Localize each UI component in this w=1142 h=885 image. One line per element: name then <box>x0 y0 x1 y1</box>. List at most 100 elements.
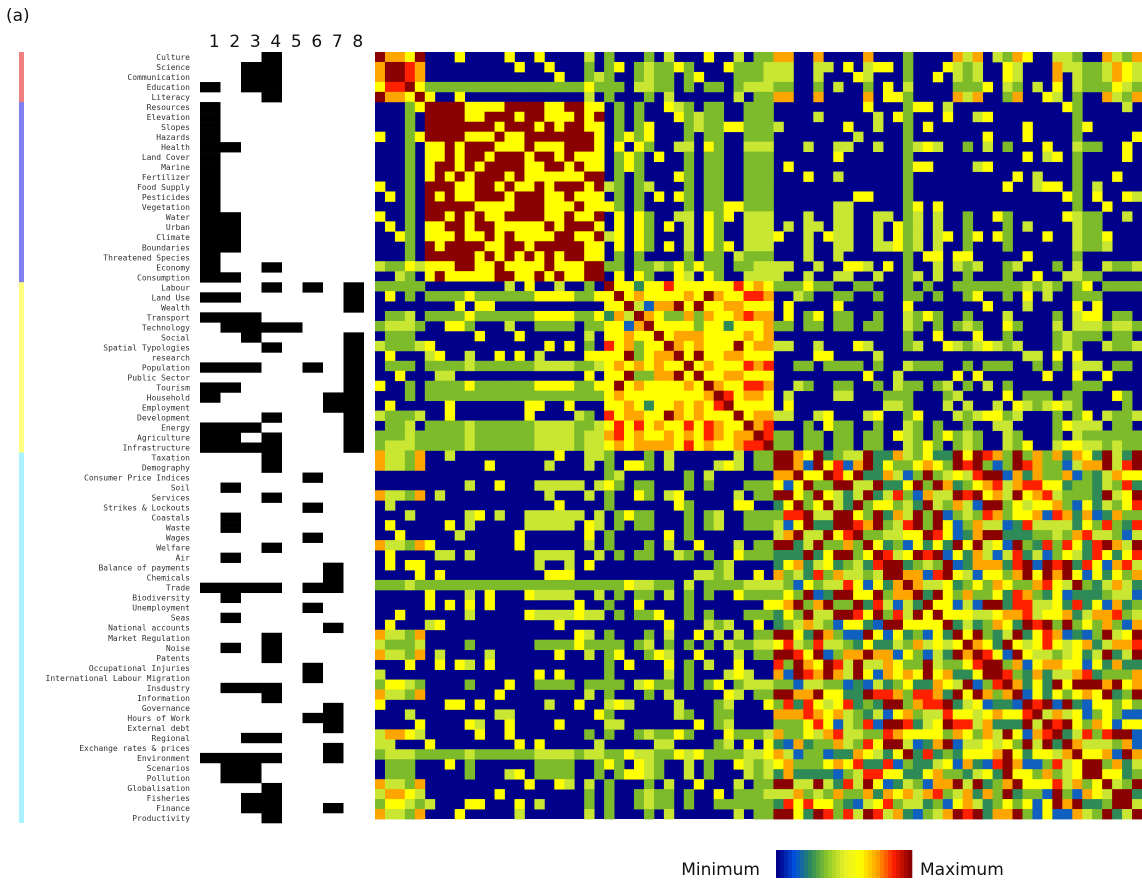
heatmap-cell <box>524 101 535 113</box>
heatmap-cell <box>763 749 774 760</box>
heatmap-cell <box>604 480 615 491</box>
heatmap-cell <box>863 709 874 720</box>
heatmap-cell <box>703 380 715 392</box>
heatmap-cell <box>1072 390 1083 402</box>
membership-cell <box>343 352 364 363</box>
heatmap-cell <box>972 490 984 501</box>
heatmap-cell <box>813 320 824 332</box>
heatmap-cell <box>384 330 396 342</box>
heatmap-cell <box>883 729 894 740</box>
heatmap-cell <box>424 91 436 103</box>
heatmap-cell <box>404 440 416 451</box>
heatmap-cell <box>992 540 1003 551</box>
heatmap-cell <box>534 579 545 591</box>
heatmap-cell <box>982 161 993 172</box>
heatmap-cell <box>853 799 864 810</box>
heatmap-cell <box>743 81 754 93</box>
heatmap-cell <box>474 261 485 272</box>
heatmap-cell <box>524 81 535 93</box>
heatmap-cell <box>444 121 456 133</box>
heatmap-cell <box>1012 430 1023 441</box>
heatmap-cell <box>843 809 854 820</box>
heatmap-cell <box>813 310 824 322</box>
heatmap-cell <box>833 310 844 322</box>
heatmap-cell <box>514 191 525 202</box>
heatmap-cell <box>683 111 695 123</box>
heatmap-cell <box>1072 211 1083 222</box>
heatmap-cell <box>633 131 645 143</box>
membership-cell <box>302 602 323 614</box>
heatmap-cell <box>464 141 476 153</box>
heatmap-cell <box>952 649 964 661</box>
heatmap-cell <box>1062 540 1073 551</box>
heatmap-cell <box>683 201 695 212</box>
heatmap-cell <box>474 81 485 93</box>
heatmap-cell <box>952 71 964 83</box>
row-label: Market Regulation <box>108 634 190 643</box>
heatmap-cell <box>733 81 744 93</box>
heatmap-cell <box>783 689 794 700</box>
heatmap-cell <box>524 520 535 531</box>
heatmap-cell <box>653 739 665 750</box>
heatmap-cell <box>564 191 575 202</box>
heatmap-cell <box>384 729 396 740</box>
heatmap-cell <box>902 310 914 322</box>
heatmap-cell <box>544 151 555 162</box>
heatmap-cell <box>1062 719 1073 730</box>
heatmap-cell <box>783 490 794 501</box>
heatmap-cell <box>942 699 954 710</box>
heatmap-cell <box>643 789 655 800</box>
heatmap-cell <box>1062 569 1073 581</box>
heatmap-cell <box>773 689 784 700</box>
heatmap-cell <box>414 799 426 810</box>
membership-cell <box>241 582 262 594</box>
heatmap-cell <box>922 729 934 740</box>
heatmap-cell <box>942 500 954 511</box>
heatmap-cell <box>743 191 754 202</box>
heatmap-cell <box>604 320 615 332</box>
heatmap-cell <box>972 799 984 810</box>
heatmap-cell <box>1122 699 1133 710</box>
row-label: Wealth <box>161 303 190 312</box>
heatmap-cell <box>902 410 914 421</box>
heatmap-cell <box>743 111 754 123</box>
heatmap-cell <box>863 599 874 611</box>
heatmap-cell <box>464 101 476 113</box>
heatmap-cell <box>873 679 884 690</box>
heatmap-cell <box>1112 470 1123 481</box>
heatmap-cell <box>1122 101 1133 113</box>
heatmap-cell <box>454 221 466 232</box>
heatmap-cell <box>454 579 466 591</box>
heatmap-cell <box>554 390 565 402</box>
heatmap-cell <box>1072 460 1083 471</box>
heatmap-cell <box>404 330 416 342</box>
heatmap-cell <box>663 340 675 352</box>
heatmap-cell <box>384 81 396 93</box>
heatmap-cell <box>534 380 545 392</box>
heatmap-cell <box>863 579 874 591</box>
heatmap-cell <box>683 281 695 292</box>
heatmap-cell <box>584 241 595 252</box>
heatmap-cell <box>564 390 575 402</box>
heatmap-cell <box>1072 61 1083 73</box>
heatmap-cell <box>464 201 476 212</box>
heatmap-cell <box>833 420 844 431</box>
heatmap-cell <box>833 490 844 501</box>
row-label: Land Cover <box>142 153 190 162</box>
heatmap-cell <box>743 330 754 342</box>
heatmap-cell <box>384 460 396 471</box>
heatmap-cell <box>783 430 794 441</box>
heatmap-cell <box>524 310 535 322</box>
heatmap-cell <box>723 440 734 451</box>
heatmap-cell <box>833 639 844 651</box>
heatmap-cell <box>892 629 904 641</box>
heatmap-cell <box>454 161 466 172</box>
heatmap-cell <box>703 609 715 621</box>
heatmap-cell <box>693 360 705 372</box>
heatmap-cell <box>1052 799 1063 810</box>
heatmap-cell <box>494 291 505 302</box>
heatmap-cell <box>604 629 615 641</box>
heatmap-cell <box>803 520 814 531</box>
heatmap-cell <box>962 241 974 252</box>
heatmap-cell <box>952 679 964 690</box>
